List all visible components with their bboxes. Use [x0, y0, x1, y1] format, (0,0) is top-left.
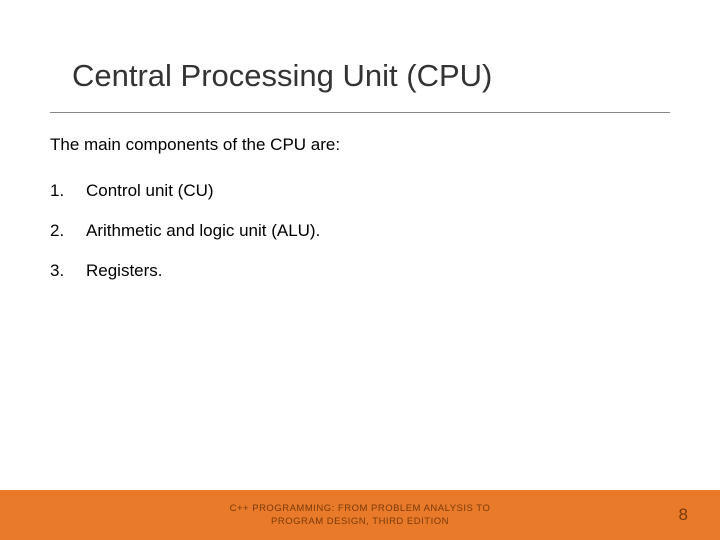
- list-text: Registers.: [86, 261, 163, 281]
- list-number: 2.: [50, 221, 86, 241]
- list-number: 1.: [50, 181, 86, 201]
- page-title: Central Processing Unit (CPU): [0, 0, 720, 94]
- list-item: 3. Registers.: [50, 251, 720, 291]
- list-text: Control unit (CU): [86, 181, 214, 201]
- footer-bar: C++ PROGRAMMING: FROM PROBLEM ANALYSIS T…: [0, 490, 720, 540]
- footer-line2: PROGRAM DESIGN, THIRD EDITION: [271, 516, 449, 527]
- list-item: 2. Arithmetic and logic unit (ALU).: [50, 211, 720, 251]
- list-number: 3.: [50, 261, 86, 281]
- slide: Central Processing Unit (CPU) The main c…: [0, 0, 720, 540]
- subtitle: The main components of the CPU are:: [0, 113, 720, 155]
- list-item: 1. Control unit (CU): [50, 171, 720, 211]
- page-number: 8: [679, 505, 688, 525]
- list-text: Arithmetic and logic unit (ALU).: [86, 221, 320, 241]
- footer-line1: C++ PROGRAMMING: FROM PROBLEM ANALYSIS T…: [230, 503, 491, 514]
- footer-text: C++ PROGRAMMING: FROM PROBLEM ANALYSIS T…: [230, 502, 491, 529]
- component-list: 1. Control unit (CU) 2. Arithmetic and l…: [0, 155, 720, 291]
